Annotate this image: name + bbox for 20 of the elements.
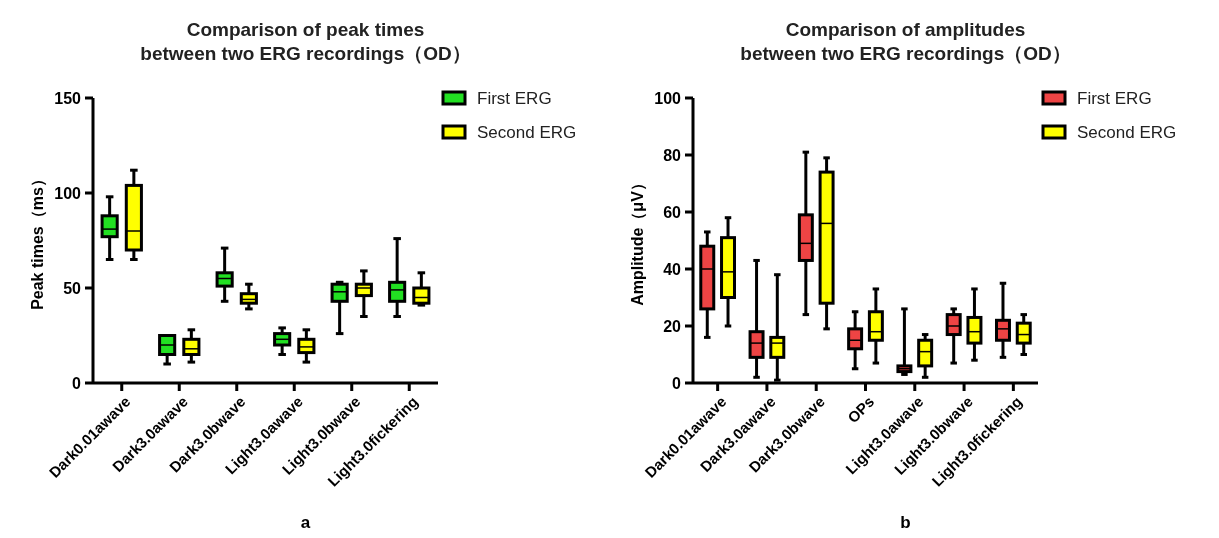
chart-title: Comparison of peak times between two ERG recordings（OD） — [140, 19, 471, 64]
y-tick-label: 40 — [663, 260, 682, 278]
y-tick-label: 20 — [663, 317, 682, 335]
text: b — [900, 513, 911, 532]
y-tick-label: 0 — [72, 374, 82, 392]
y-tick-label: 100 — [654, 89, 682, 107]
legend-label: Second ERG — [1077, 122, 1177, 142]
chart-title: Comparison of amplitudes between two ERG recordings（OD） — [740, 19, 1071, 64]
legend-label: Second ERG — [477, 122, 577, 142]
legend-label: First ERG — [1077, 88, 1152, 108]
y-axis-title: Amplitude（μV） — [629, 175, 647, 306]
y-tick-label: 80 — [663, 146, 682, 164]
y-tick-label: 60 — [663, 203, 682, 221]
y-tick-label: 50 — [63, 279, 82, 297]
y-tick-label: 100 — [54, 184, 82, 202]
y-tick-label: 0 — [672, 374, 682, 392]
y-axis-title: Peak times（ms） — [29, 171, 47, 310]
text: a — [300, 513, 311, 532]
y-tick-label: 150 — [54, 89, 82, 107]
legend-label: First ERG — [477, 88, 552, 108]
